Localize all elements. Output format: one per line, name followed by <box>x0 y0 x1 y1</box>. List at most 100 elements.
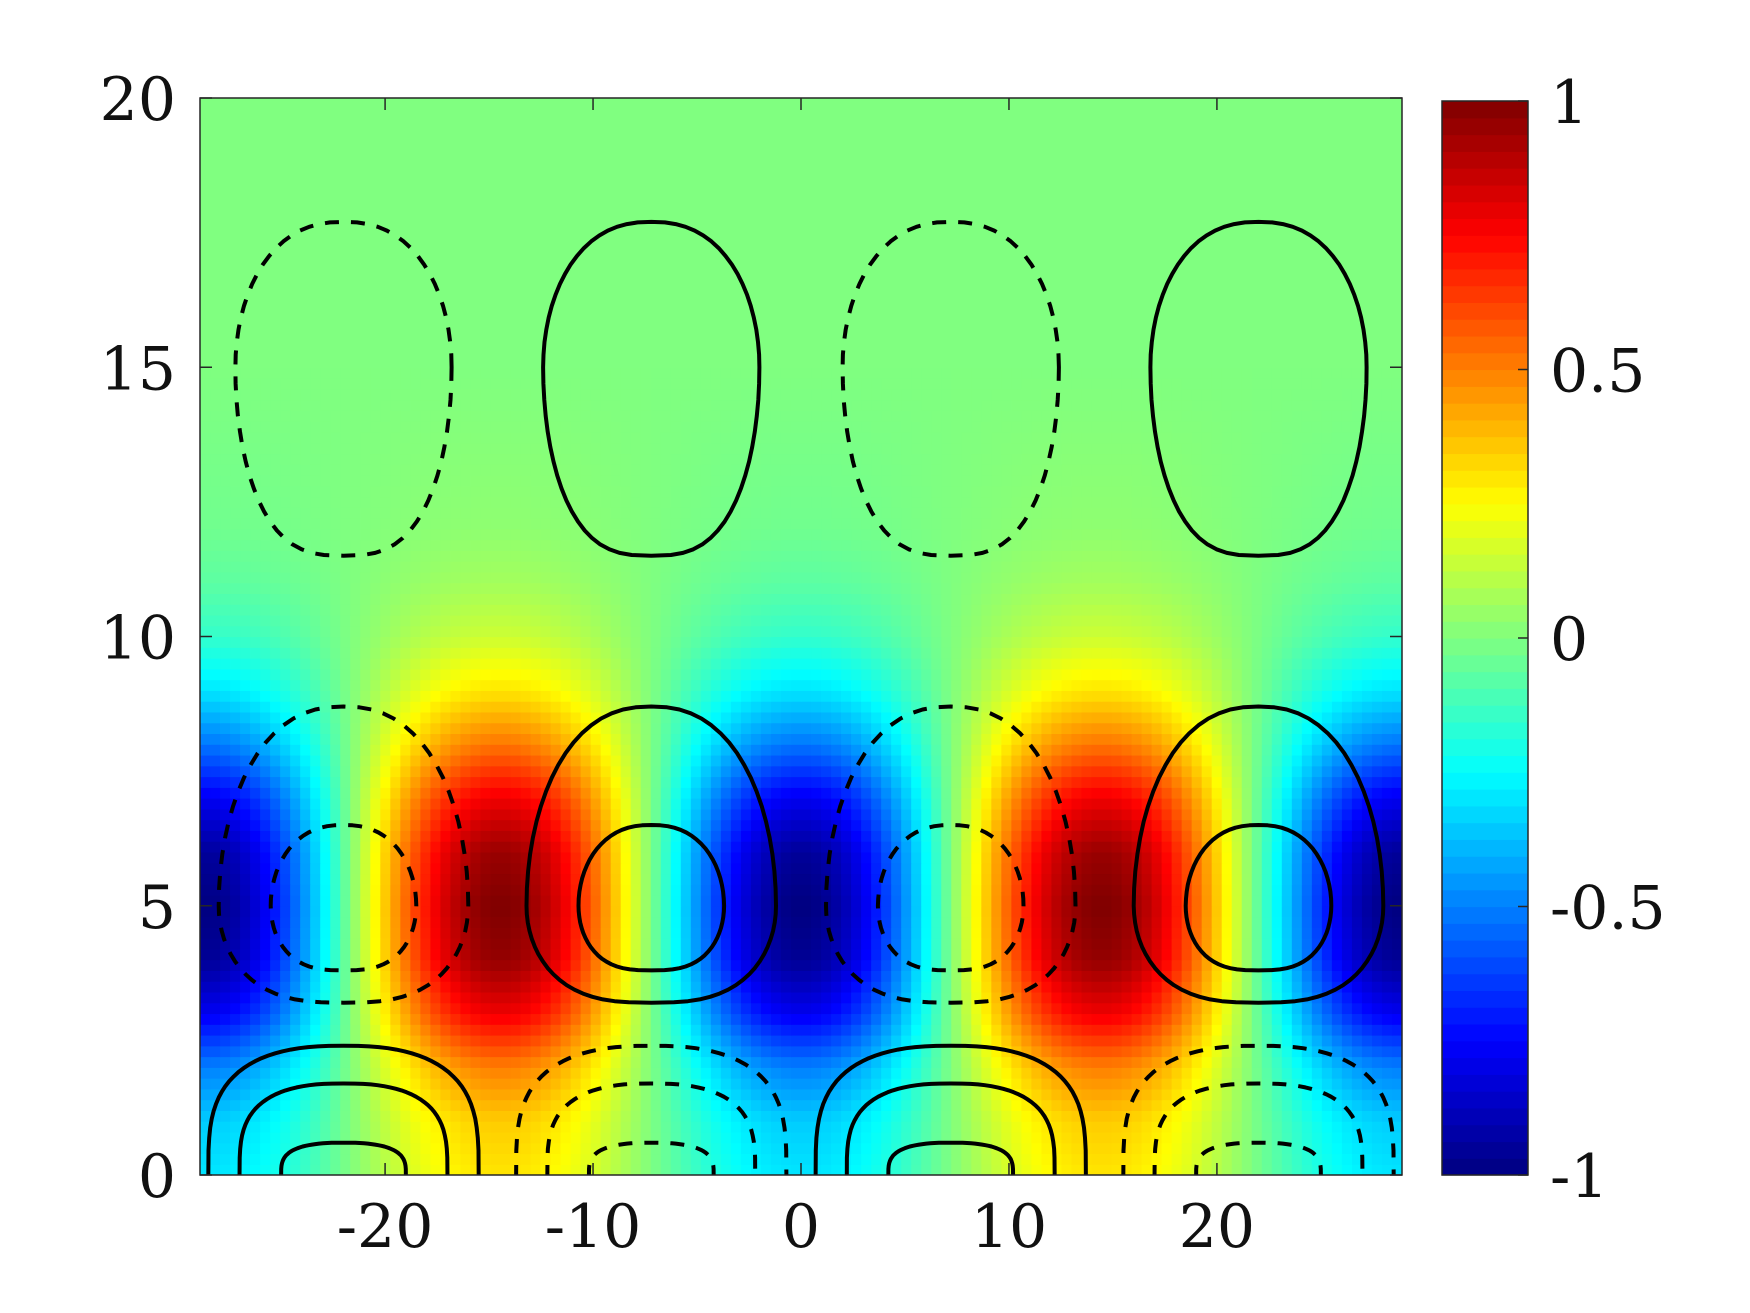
heatmap-cell <box>1141 776 1153 788</box>
heatmap-cell <box>951 808 962 821</box>
heatmap-cell <box>330 841 341 853</box>
heatmap-cell <box>1371 981 1383 993</box>
heatmap-cell <box>1221 1164 1233 1175</box>
heatmap-cell <box>370 1088 381 1101</box>
heatmap-cell <box>350 970 361 982</box>
heatmap-cell <box>450 894 462 907</box>
heatmap-cell <box>330 1088 341 1101</box>
heatmap-cell <box>1361 873 1373 885</box>
heatmap-cell <box>991 1164 1002 1175</box>
heatmap-cell <box>350 884 361 896</box>
heatmap-cell <box>270 1024 281 1036</box>
heatmap-cell <box>841 894 852 907</box>
heatmap-cell <box>780 1002 792 1015</box>
heatmap-cell <box>590 862 602 875</box>
heatmap-cell <box>580 1110 592 1122</box>
heatmap-cell <box>1231 959 1243 971</box>
heatmap-cell <box>1371 894 1383 907</box>
heatmap-cell <box>1101 1013 1113 1025</box>
heatmap-cell <box>590 1110 602 1122</box>
heatmap-cell <box>1241 1056 1253 1068</box>
heatmap-cell <box>480 851 492 864</box>
heatmap-cell <box>1041 830 1053 842</box>
heatmap-cell <box>550 873 562 885</box>
heatmap-cell <box>680 884 692 896</box>
heatmap-cell <box>831 1131 842 1144</box>
heatmap-cell <box>370 744 381 756</box>
heatmap-cell <box>851 991 862 1004</box>
heatmap-cell <box>730 959 742 971</box>
heatmap-cell <box>620 1088 632 1101</box>
heatmap-cell <box>550 916 562 928</box>
heatmap-cell <box>1331 1045 1343 1058</box>
heatmap-cell <box>981 1013 992 1025</box>
heatmap-cell <box>630 808 642 821</box>
heatmap-cell <box>1291 1045 1303 1058</box>
heatmap-cell <box>851 927 862 939</box>
heatmap-cell <box>1291 1013 1303 1025</box>
heatmap-cell <box>640 981 652 993</box>
heatmap-cell <box>530 905 542 918</box>
heatmap-cell <box>1171 754 1183 767</box>
heatmap-cell <box>951 884 962 896</box>
heatmap-cell <box>420 991 431 1004</box>
heatmap-cell <box>670 787 682 799</box>
heatmap-cell <box>1321 1099 1333 1111</box>
heatmap-cell <box>390 1153 401 1165</box>
heatmap-cell <box>330 744 341 756</box>
heatmap-cell <box>360 776 371 788</box>
heatmap-cell <box>961 798 972 810</box>
heatmap-cell <box>430 841 441 853</box>
heatmap-cell <box>650 1024 662 1036</box>
heatmap-cell <box>350 851 361 864</box>
heatmap-cell <box>790 927 802 939</box>
heatmap-cell <box>1351 1034 1363 1047</box>
heatmap-cell <box>1271 991 1283 1004</box>
heatmap-cell <box>720 1013 732 1025</box>
heatmap-cell <box>420 1034 431 1047</box>
heatmap-cell <box>1061 1153 1073 1165</box>
heatmap-cell <box>1371 1131 1383 1144</box>
heatmap-cell <box>1021 862 1032 875</box>
heatmap-cell <box>1001 733 1012 745</box>
heatmap-cell <box>330 873 341 885</box>
heatmap-cell <box>740 841 752 853</box>
heatmap-cell <box>1231 830 1243 842</box>
heatmap-cell <box>240 862 251 875</box>
heatmap-cell <box>871 1078 882 1090</box>
heatmap-cell <box>921 873 932 885</box>
heatmap-cell <box>750 819 762 831</box>
heatmap-cell <box>710 798 722 810</box>
heatmap-cell <box>1191 916 1203 928</box>
heatmap-cell <box>1031 916 1042 928</box>
heatmap-cell <box>690 905 702 918</box>
heatmap-cell <box>740 733 752 745</box>
heatmap-cell <box>760 1045 772 1058</box>
heatmap-cell <box>300 798 311 810</box>
heatmap-cell <box>1391 819 1402 831</box>
heatmap-cell <box>1001 970 1012 982</box>
heatmap-cell <box>710 981 722 993</box>
heatmap-cell <box>730 1067 742 1079</box>
heatmap-cell <box>640 1067 652 1079</box>
heatmap-cell <box>430 981 441 993</box>
heatmap-cell <box>921 981 932 993</box>
heatmap-cell <box>770 970 782 982</box>
heatmap-cell <box>380 851 391 864</box>
heatmap-cell <box>490 1045 502 1058</box>
heatmap-cell <box>740 776 752 788</box>
heatmap-cell <box>600 1056 612 1068</box>
heatmap-cell <box>1121 765 1133 778</box>
heatmap-cell <box>360 1121 371 1133</box>
heatmap-cell <box>530 1164 542 1175</box>
heatmap-cell <box>1001 808 1012 821</box>
heatmap-cell <box>1061 841 1073 853</box>
heatmap-cell <box>931 776 942 788</box>
heatmap-cell <box>350 948 361 961</box>
heatmap-cell <box>200 1056 211 1068</box>
heatmap-cell <box>370 970 381 982</box>
heatmap-cell <box>911 765 922 778</box>
heatmap-cell <box>610 808 622 821</box>
heatmap-cell <box>1261 754 1273 767</box>
heatmap-cell <box>831 981 842 993</box>
